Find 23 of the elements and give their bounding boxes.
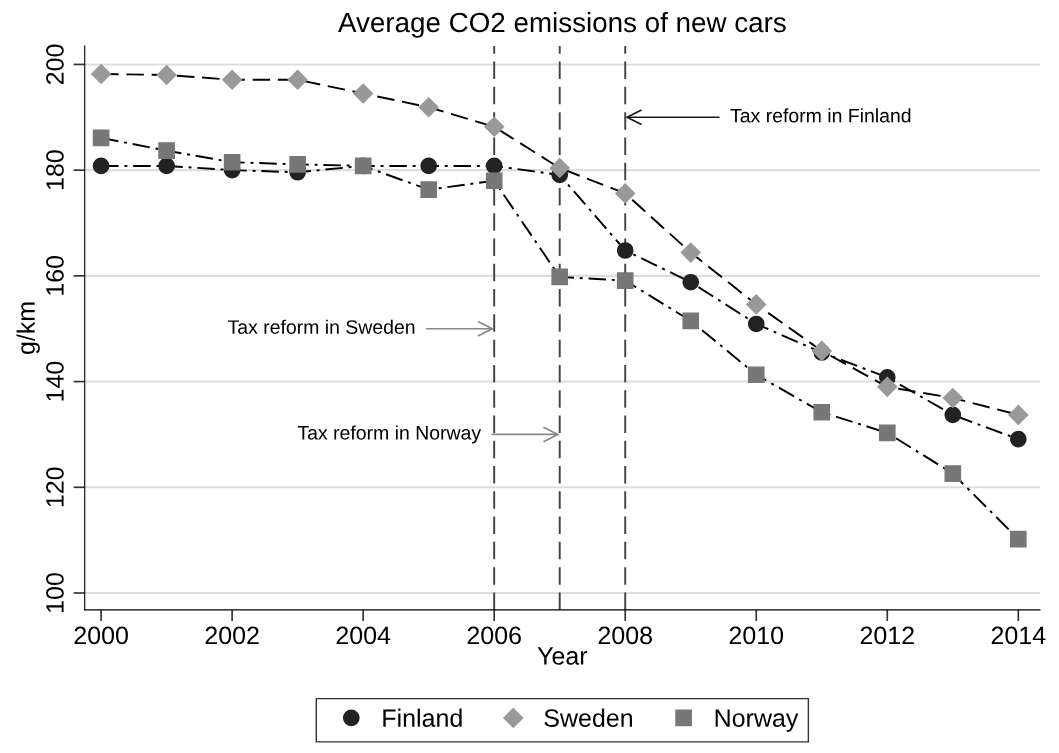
y-tick-label: 160 bbox=[46, 255, 64, 295]
x-tick-label: 2004 bbox=[336, 626, 391, 645]
y-tick-label: 140 bbox=[46, 361, 64, 401]
y-tick-label: 100 bbox=[46, 573, 64, 612]
legend-label: Sweden bbox=[544, 708, 633, 727]
y-axis-title: g/km bbox=[16, 302, 40, 354]
x-tick-label: 2000 bbox=[74, 626, 128, 645]
annotation: Tax reform in Finland bbox=[730, 108, 911, 123]
x-axis-title: Year bbox=[537, 647, 588, 665]
y-tick-label: 200 bbox=[46, 44, 64, 85]
annotation: Tax reform in Sweden bbox=[227, 319, 415, 334]
x-tick-label: 2008 bbox=[598, 626, 652, 645]
y-tick-label: 120 bbox=[46, 467, 64, 507]
legend-label: Norway bbox=[715, 709, 799, 732]
y-tick-label: 180 bbox=[46, 150, 64, 190]
x-tick-label: 2002 bbox=[205, 626, 259, 645]
x-tick-label: 2006 bbox=[467, 626, 521, 645]
chart-title: Average CO2 emissions of new cars bbox=[338, 11, 786, 38]
x-tick-label: 2012 bbox=[860, 626, 914, 645]
annotation: Tax reform in Norway bbox=[297, 425, 482, 444]
x-tick-label: 2014 bbox=[991, 626, 1046, 645]
legend-label: Finland bbox=[383, 708, 462, 727]
x-tick-label: 2010 bbox=[729, 626, 784, 645]
